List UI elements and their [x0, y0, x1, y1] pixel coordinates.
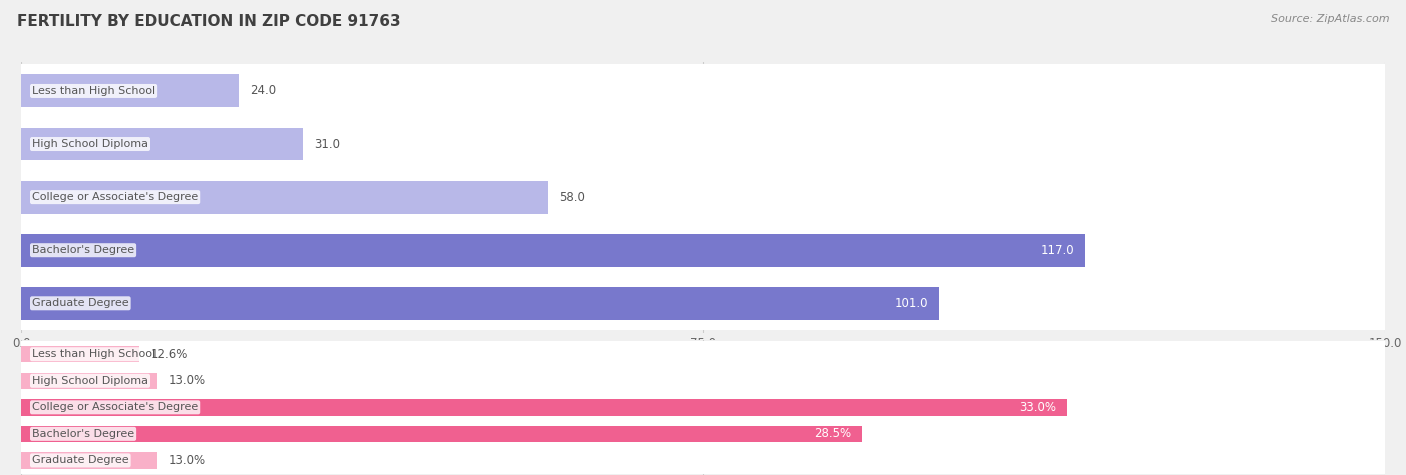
Bar	[21, 426, 862, 442]
Bar	[21, 65, 1385, 117]
Bar	[21, 234, 1085, 266]
Bar	[21, 277, 1385, 330]
Text: Source: ZipAtlas.com: Source: ZipAtlas.com	[1271, 14, 1389, 24]
Bar	[21, 341, 1385, 368]
Bar	[21, 394, 1385, 420]
Text: 33.0%: 33.0%	[1019, 401, 1056, 414]
Bar	[21, 372, 157, 389]
Text: Less than High School: Less than High School	[32, 86, 155, 96]
Bar	[21, 171, 1385, 224]
Text: 24.0: 24.0	[250, 85, 277, 97]
Text: Graduate Degree: Graduate Degree	[32, 298, 128, 308]
Text: Bachelor's Degree: Bachelor's Degree	[32, 429, 134, 439]
Text: 13.0%: 13.0%	[169, 374, 205, 387]
Text: Less than High School: Less than High School	[32, 349, 155, 359]
Text: 58.0: 58.0	[560, 190, 585, 204]
Text: High School Diploma: High School Diploma	[32, 139, 148, 149]
Bar	[21, 399, 1067, 416]
Text: 31.0: 31.0	[314, 138, 340, 151]
Text: 28.5%: 28.5%	[814, 428, 851, 440]
Text: 101.0: 101.0	[896, 297, 928, 310]
Bar	[21, 447, 1385, 474]
Text: Bachelor's Degree: Bachelor's Degree	[32, 245, 134, 255]
Text: 13.0%: 13.0%	[169, 454, 205, 467]
Text: 117.0: 117.0	[1040, 244, 1074, 256]
Text: College or Associate's Degree: College or Associate's Degree	[32, 192, 198, 202]
Text: Graduate Degree: Graduate Degree	[32, 456, 128, 466]
Bar	[21, 452, 157, 469]
Bar	[21, 128, 302, 161]
Bar	[21, 368, 1385, 394]
Bar	[21, 287, 939, 320]
Bar	[21, 346, 139, 362]
Bar	[21, 117, 1385, 171]
Text: FERTILITY BY EDUCATION IN ZIP CODE 91763: FERTILITY BY EDUCATION IN ZIP CODE 91763	[17, 14, 401, 29]
Text: College or Associate's Degree: College or Associate's Degree	[32, 402, 198, 412]
Bar	[21, 75, 239, 107]
Bar	[21, 224, 1385, 277]
Text: High School Diploma: High School Diploma	[32, 376, 148, 386]
Text: 12.6%: 12.6%	[150, 348, 187, 361]
Bar	[21, 420, 1385, 447]
Bar	[21, 180, 548, 214]
